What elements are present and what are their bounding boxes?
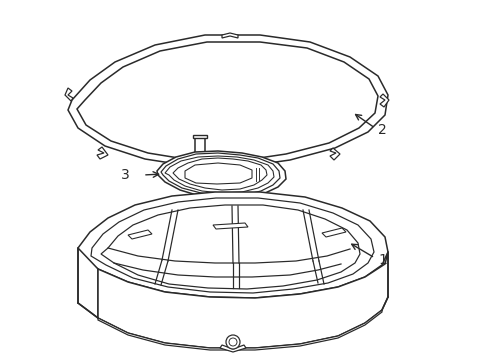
Polygon shape <box>101 205 359 289</box>
Polygon shape <box>220 345 245 352</box>
Polygon shape <box>195 138 204 162</box>
Polygon shape <box>91 198 373 293</box>
Polygon shape <box>379 94 388 107</box>
Text: 1: 1 <box>377 253 386 267</box>
Polygon shape <box>78 248 98 318</box>
Polygon shape <box>157 151 285 199</box>
Polygon shape <box>68 35 387 167</box>
Polygon shape <box>213 223 247 229</box>
Circle shape <box>225 335 240 349</box>
Polygon shape <box>222 33 238 38</box>
Polygon shape <box>173 158 266 190</box>
Polygon shape <box>128 230 152 239</box>
Polygon shape <box>65 88 73 101</box>
Text: 3: 3 <box>121 168 130 182</box>
Polygon shape <box>321 228 346 237</box>
Polygon shape <box>161 153 280 196</box>
Polygon shape <box>78 192 387 298</box>
Polygon shape <box>77 42 377 161</box>
Polygon shape <box>193 135 206 138</box>
Polygon shape <box>98 252 387 348</box>
Polygon shape <box>98 310 381 350</box>
Polygon shape <box>329 148 339 160</box>
Text: 2: 2 <box>377 123 386 137</box>
Polygon shape <box>97 147 108 159</box>
Circle shape <box>228 338 237 346</box>
Polygon shape <box>184 163 251 184</box>
Polygon shape <box>164 156 273 193</box>
